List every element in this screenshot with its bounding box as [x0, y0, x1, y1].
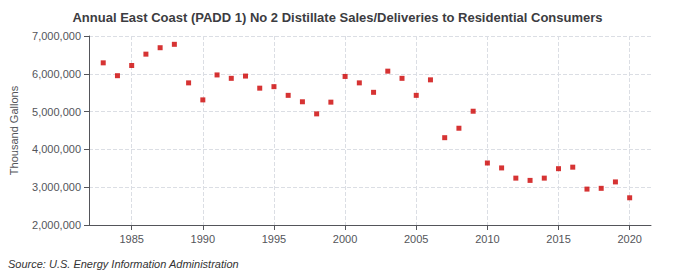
svg-text:Thousand Gallons: Thousand Gallons	[8, 85, 20, 175]
svg-text:1985: 1985	[119, 233, 143, 245]
svg-text:2005: 2005	[404, 233, 428, 245]
svg-text:Annual East Coast (PADD 1) No: Annual East Coast (PADD 1) No 2 Distilla…	[72, 10, 602, 25]
svg-text:2010: 2010	[475, 233, 499, 245]
svg-text:2000: 2000	[333, 233, 357, 245]
svg-text:7,000,000: 7,000,000	[32, 30, 81, 42]
svg-text:2,000,000: 2,000,000	[32, 219, 81, 231]
svg-text:4,000,000: 4,000,000	[32, 143, 81, 155]
svg-text:2020: 2020	[617, 233, 641, 245]
svg-text:6,000,000: 6,000,000	[32, 68, 81, 80]
svg-text:3,000,000: 3,000,000	[32, 181, 81, 193]
svg-text:1995: 1995	[262, 233, 286, 245]
svg-text:2015: 2015	[546, 233, 570, 245]
svg-text:1990: 1990	[191, 233, 215, 245]
svg-text:5,000,000: 5,000,000	[32, 106, 81, 118]
svg-text:Source: U.S. Energy Informatio: Source: U.S. Energy Information Administ…	[8, 258, 239, 270]
